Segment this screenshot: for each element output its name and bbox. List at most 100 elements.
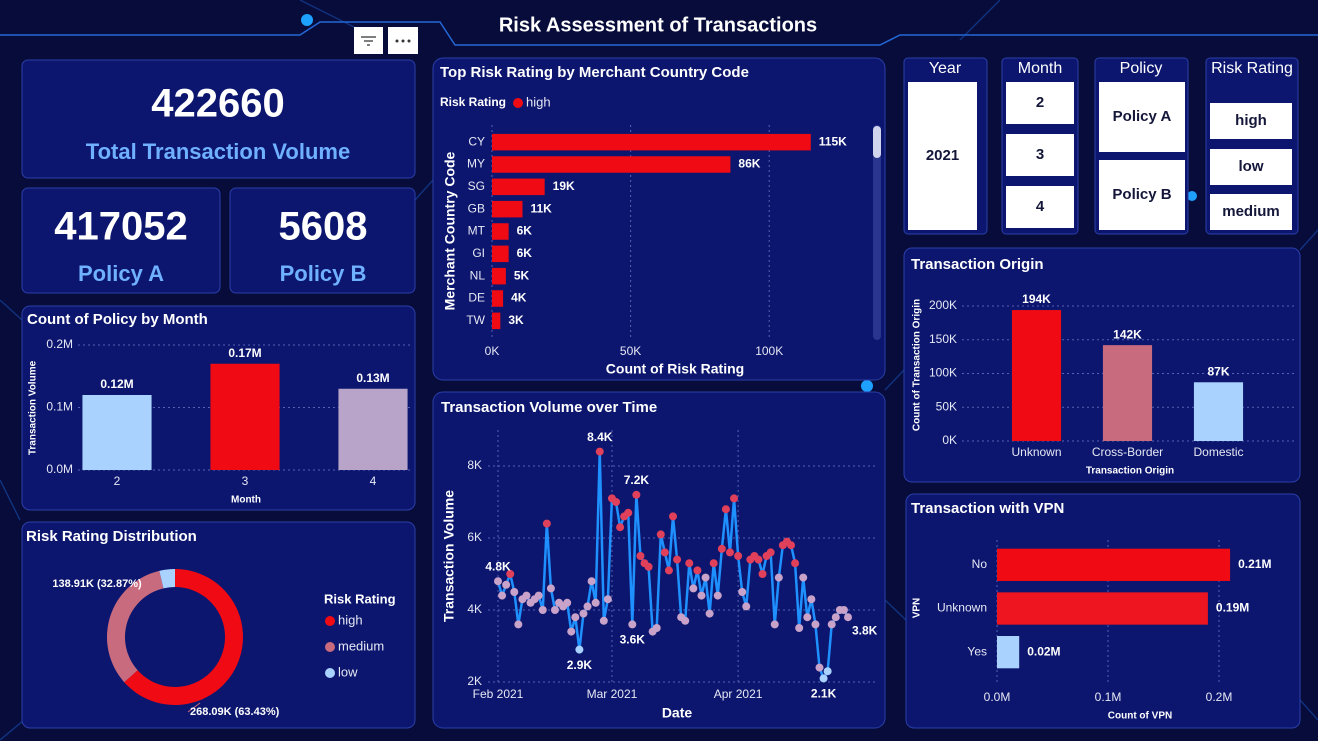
x-axis-title: Transaction Origin <box>1086 466 1174 477</box>
decoration-dot <box>861 380 873 392</box>
marker <box>636 552 645 560</box>
scrollbar-thumb[interactable] <box>873 126 881 158</box>
bar <box>997 636 1020 669</box>
x-tick-label: Apr 2021 <box>714 687 763 701</box>
marker <box>758 570 767 578</box>
filter-button[interactable] <box>354 27 383 54</box>
x-tick-label: 0.2M <box>1206 690 1233 704</box>
scrollbar-track[interactable] <box>873 125 881 340</box>
more-options-button[interactable] <box>388 27 418 54</box>
marker <box>510 588 519 596</box>
slicer-item-label[interactable]: 3 <box>1036 146 1044 163</box>
y-tick-label: MT <box>468 224 486 238</box>
x-axis-title: Month <box>231 495 261 506</box>
marker <box>652 624 661 632</box>
slicer-item-label[interactable]: high <box>1235 112 1267 129</box>
y-axis-title: Transaction Volume <box>28 360 39 455</box>
legend-marker <box>325 616 335 626</box>
marker <box>591 598 600 607</box>
marker <box>823 667 832 676</box>
marker <box>599 616 608 625</box>
y-tick-label: GI <box>472 246 485 260</box>
data-label: 0.19M <box>1216 601 1249 615</box>
decoration-dot <box>301 14 313 26</box>
y-tick-label: 200K <box>929 298 957 312</box>
y-tick-label: 0K <box>942 433 957 447</box>
slicer-panel <box>1205 57 1299 235</box>
marker <box>831 613 840 622</box>
kpi-card <box>21 187 221 294</box>
slicer-item-label[interactable]: 2 <box>1036 94 1044 111</box>
y-tick-label: DE <box>468 291 485 305</box>
slicer-title: Month <box>1018 60 1062 77</box>
marker <box>738 588 747 596</box>
y-tick-label: GB <box>468 201 485 215</box>
legend-marker <box>325 668 335 678</box>
slicer-item[interactable] <box>1099 160 1185 230</box>
slicer-item[interactable] <box>1210 149 1292 185</box>
y-tick-label: Yes <box>967 644 987 658</box>
kpi-label: Total Transaction Volume <box>86 139 350 164</box>
y-tick-label: 0.1M <box>46 400 73 414</box>
y-tick-label: No <box>972 557 988 571</box>
y-tick-label: SG <box>468 179 485 193</box>
marker <box>579 609 588 618</box>
x-tick-label: 4 <box>370 474 377 488</box>
marker <box>791 559 800 568</box>
slicer-item-label[interactable]: medium <box>1222 203 1280 220</box>
slicer-title: Policy <box>1120 60 1163 77</box>
marker <box>725 548 734 557</box>
marker <box>514 620 523 629</box>
x-axis-title: Date <box>662 705 693 721</box>
marker <box>664 566 673 575</box>
slicer-title: Year <box>929 60 962 77</box>
data-label: 4K <box>511 291 527 305</box>
slicer-item[interactable] <box>1099 82 1185 152</box>
bar <box>492 223 509 240</box>
data-label: 8.4K <box>587 430 613 444</box>
slicer-item-label[interactable]: 4 <box>1036 198 1045 215</box>
marker <box>689 584 698 593</box>
data-label: 11K <box>530 201 552 215</box>
slicer-item[interactable] <box>1006 134 1074 176</box>
data-label: 142K <box>1113 327 1142 341</box>
marker <box>603 595 612 604</box>
data-label: 4.8K <box>485 559 511 573</box>
slicer-item-label[interactable]: 2021 <box>926 147 959 164</box>
marker <box>681 616 690 625</box>
x-tick-label: Domestic <box>1193 445 1243 459</box>
slicer-item[interactable] <box>1006 82 1074 124</box>
slicer-item[interactable] <box>1210 194 1292 230</box>
marker <box>705 609 714 618</box>
bar <box>997 592 1208 625</box>
slicer-item-label[interactable]: Policy B <box>1112 186 1171 203</box>
legend-label: medium <box>338 638 384 653</box>
y-tick-label: 2K <box>467 674 482 688</box>
slicer-item[interactable] <box>1210 103 1292 139</box>
chart-title: Count of Policy by Month <box>27 311 208 328</box>
slicer-item-label[interactable]: low <box>1239 158 1264 175</box>
bar <box>492 290 504 307</box>
x-tick-label: Unknown <box>1011 445 1061 459</box>
x-tick-label: 0.0M <box>984 690 1011 704</box>
chart-title: Transaction Origin <box>911 256 1044 273</box>
marker <box>538 606 547 614</box>
legend-marker <box>325 642 335 652</box>
data-label: 0.13M <box>356 371 389 385</box>
marker <box>546 584 555 593</box>
kpi-value: 422660 <box>151 82 284 126</box>
slicer-item[interactable] <box>908 82 977 230</box>
slicer-item-label[interactable]: Policy A <box>1113 108 1172 125</box>
marker <box>571 613 580 622</box>
marker <box>721 505 730 514</box>
data-label: 3K <box>508 313 524 327</box>
marker <box>494 577 502 586</box>
x-tick-label: Mar 2021 <box>587 687 638 701</box>
slicer-item[interactable] <box>1006 186 1074 228</box>
chart-title: Risk Rating Distribution <box>26 528 197 545</box>
y-tick-label: 150K <box>929 332 957 346</box>
data-label: 6K <box>517 224 533 238</box>
marker <box>628 620 637 629</box>
marker <box>844 613 852 622</box>
legend-title: Risk Rating <box>324 591 396 606</box>
